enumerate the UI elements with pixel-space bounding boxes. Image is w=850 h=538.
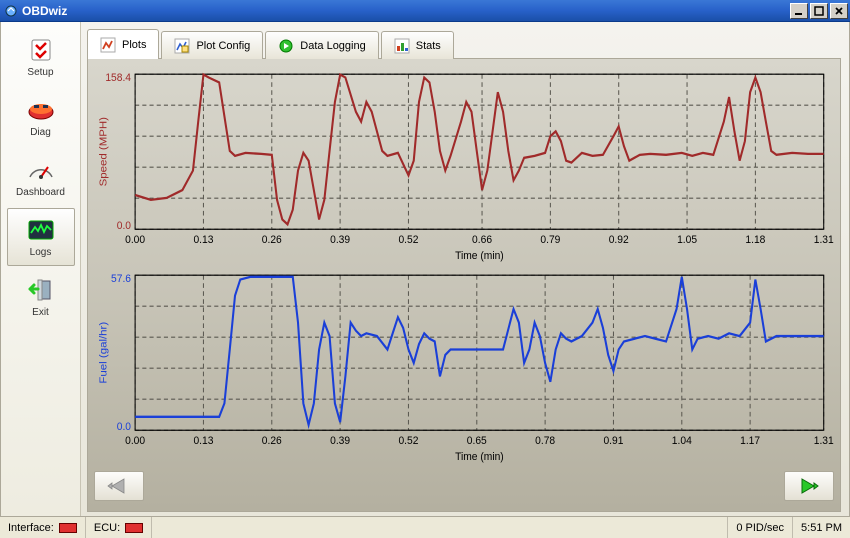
sidebar-item-dashboard[interactable]: Dashboard — [7, 148, 75, 206]
svg-text:Speed (MPH): Speed (MPH) — [98, 117, 109, 186]
svg-text:1.04: 1.04 — [672, 435, 692, 448]
window-title: OBDwiz — [22, 4, 67, 18]
status-clock: 5:51 PM — [793, 517, 850, 538]
sidebar-item-label: Exit — [32, 307, 49, 318]
svg-text:57.6: 57.6 — [111, 273, 131, 286]
chart-speed: 158.4 0.0 Speed (MPH) 0.00 0.13 0.26 0.39 0.52 0… — [94, 65, 834, 266]
svg-text:0.91: 0.91 — [603, 435, 623, 448]
plots-icon — [100, 37, 116, 53]
datalog-icon — [278, 38, 294, 54]
prev-button[interactable] — [94, 471, 144, 501]
diag-icon — [25, 96, 57, 124]
main: Setup Diag Dashboard Logs Exit Plots Plot Con… — [0, 22, 850, 516]
tab-label: Stats — [416, 40, 441, 52]
svg-text:0.26: 0.26 — [262, 234, 282, 247]
maximize-button[interactable] — [810, 3, 828, 19]
tab-label: Data Logging — [300, 40, 365, 52]
status-ecu-label: ECU: — [94, 522, 120, 534]
logs-icon — [25, 216, 57, 244]
svg-text:1.31: 1.31 — [814, 234, 834, 247]
svg-text:0.0: 0.0 — [117, 421, 131, 434]
plotconfig-icon — [174, 38, 190, 54]
ecu-led-icon — [125, 523, 143, 533]
nav-arrows — [94, 471, 834, 505]
app-icon — [4, 4, 18, 18]
svg-text:0.52: 0.52 — [398, 435, 418, 448]
svg-text:0.00: 0.00 — [125, 234, 145, 247]
content: Plots Plot Config Data Logging Stats 158.4 0… — [81, 22, 849, 516]
svg-text:0.78: 0.78 — [535, 435, 555, 448]
svg-text:0.39: 0.39 — [330, 234, 350, 247]
tab-stats[interactable]: Stats — [381, 31, 454, 59]
status-pidrate: 0 PID/sec — [728, 517, 793, 538]
dashboard-icon — [25, 156, 57, 184]
sidebar-item-label: Setup — [27, 67, 53, 78]
sidebar-item-setup[interactable]: Setup — [7, 28, 75, 86]
tab-data-logging[interactable]: Data Logging — [265, 31, 378, 59]
minimize-button[interactable] — [790, 3, 808, 19]
svg-text:0.0: 0.0 — [117, 220, 131, 233]
svg-text:158.4: 158.4 — [105, 72, 131, 85]
svg-text:0.92: 0.92 — [609, 234, 629, 247]
pid-rate-value: 0 PID/sec — [736, 522, 784, 534]
tab-label: Plot Config — [196, 40, 250, 52]
sidebar-item-label: Logs — [30, 247, 52, 258]
statusbar: Interface: ECU: 0 PID/sec 5:51 PM — [0, 516, 850, 538]
svg-text:0.79: 0.79 — [540, 234, 560, 247]
svg-text:Time (min): Time (min) — [455, 451, 504, 464]
svg-text:0.52: 0.52 — [398, 234, 418, 247]
sidebar-item-label: Dashboard — [16, 187, 65, 198]
svg-text:1.05: 1.05 — [677, 234, 697, 247]
setup-icon — [25, 36, 57, 64]
sidebar-item-logs[interactable]: Logs — [7, 208, 75, 266]
tabbar: Plots Plot Config Data Logging Stats — [87, 28, 841, 58]
status-ecu: ECU: — [86, 517, 152, 538]
tab-plots[interactable]: Plots — [87, 29, 159, 59]
tab-label: Plots — [122, 39, 146, 51]
titlebar: OBDwiz — [0, 0, 850, 22]
exit-icon — [25, 276, 57, 304]
sidebar-item-diag[interactable]: Diag — [7, 88, 75, 146]
close-button[interactable] — [830, 3, 848, 19]
svg-text:1.31: 1.31 — [814, 435, 834, 448]
svg-text:0.65: 0.65 — [467, 435, 487, 448]
chart-fuel: 57.6 0.0 Fuel (gal/hr) 0.00 0.13 0.26 0.39 0.52… — [94, 266, 834, 467]
next-button[interactable] — [784, 471, 834, 501]
svg-text:1.18: 1.18 — [745, 234, 765, 247]
svg-text:0.00: 0.00 — [125, 435, 145, 448]
svg-text:0.66: 0.66 — [472, 234, 492, 247]
svg-text:1.17: 1.17 — [740, 435, 760, 448]
stats-icon — [394, 38, 410, 54]
svg-text:Time (min): Time (min) — [455, 250, 504, 263]
svg-text:Fuel (gal/hr): Fuel (gal/hr) — [98, 322, 109, 384]
sidebar-item-label: Diag — [30, 127, 51, 138]
svg-text:0.13: 0.13 — [193, 234, 213, 247]
svg-text:0.39: 0.39 — [330, 435, 350, 448]
status-interface-label: Interface: — [8, 522, 54, 534]
plot-area: 158.4 0.0 Speed (MPH) 0.00 0.13 0.26 0.39 0.52 0… — [87, 58, 841, 512]
clock-value: 5:51 PM — [801, 522, 842, 534]
sidebar: Setup Diag Dashboard Logs Exit — [1, 22, 81, 516]
tab-plot-config[interactable]: Plot Config — [161, 31, 263, 59]
status-interface: Interface: — [0, 517, 86, 538]
svg-text:0.26: 0.26 — [262, 435, 282, 448]
sidebar-item-exit[interactable]: Exit — [7, 268, 75, 326]
svg-text:0.13: 0.13 — [193, 435, 213, 448]
interface-led-icon — [59, 523, 77, 533]
status-spacer — [152, 517, 728, 538]
